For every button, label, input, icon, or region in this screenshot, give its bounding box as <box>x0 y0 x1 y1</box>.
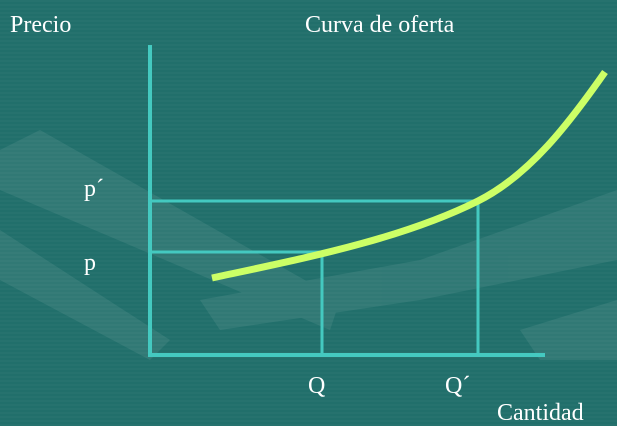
quantity-high-label: Q´ <box>445 373 470 399</box>
y-axis-label: Precio <box>10 12 71 38</box>
quantity-low-label: Q <box>308 373 325 399</box>
price-low-label: p <box>84 250 96 276</box>
slide: Precio Curva de oferta p´ p Q Q´ Cantida… <box>0 0 617 426</box>
x-axis-label: Cantidad <box>497 400 584 426</box>
page: {"labels": {"y_axis": "Precio", "title":… <box>0 0 617 426</box>
title: Curva de oferta <box>305 12 455 38</box>
price-high-label: p´ <box>84 176 104 202</box>
